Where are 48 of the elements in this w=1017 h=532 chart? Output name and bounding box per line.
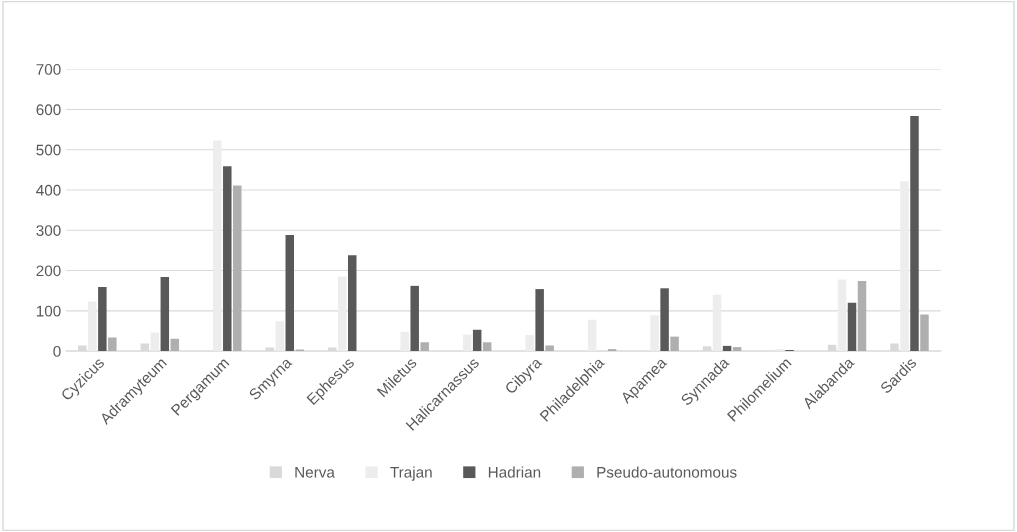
y-tick-label: 300 — [36, 225, 61, 236]
bar — [420, 342, 429, 352]
legend-label: Trajan — [390, 466, 432, 481]
bar — [347, 255, 357, 352]
bar — [462, 334, 472, 352]
bar — [837, 279, 847, 352]
bar — [223, 166, 232, 352]
bar — [535, 289, 544, 352]
bar — [587, 319, 597, 352]
bar — [285, 235, 295, 352]
y-tick-label: 200 — [36, 265, 61, 277]
bar — [900, 181, 909, 352]
bar — [722, 345, 732, 352]
bar — [337, 276, 347, 352]
bar — [410, 285, 419, 352]
bar — [920, 314, 929, 352]
bar — [712, 294, 722, 352]
bar — [233, 185, 242, 352]
bar — [213, 140, 222, 352]
bar — [847, 302, 857, 352]
bar — [525, 335, 534, 352]
y-tick-label: 700 — [36, 64, 61, 75]
y-tick-label: 500 — [36, 144, 61, 156]
bar — [857, 281, 867, 352]
bar — [910, 115, 919, 352]
bar — [607, 349, 617, 352]
legend-label: Nerva — [295, 467, 335, 478]
bar — [482, 342, 492, 352]
bar — [400, 331, 409, 352]
legend-label: Pseudo-autonomous — [597, 466, 737, 478]
bar — [170, 338, 180, 352]
bar — [732, 347, 742, 352]
bar — [670, 336, 679, 352]
bar — [150, 332, 160, 352]
y-tick-label: 400 — [36, 184, 61, 196]
y-tick-label: 100 — [36, 305, 61, 317]
bar — [88, 301, 97, 352]
y-tick-label: 600 — [36, 104, 61, 116]
bar — [160, 277, 170, 352]
bar — [650, 315, 659, 352]
bar — [98, 287, 107, 352]
legend-label: Hadrian — [488, 466, 541, 478]
bar — [472, 329, 482, 352]
y-tick-label: 0 — [53, 345, 61, 357]
bar — [108, 337, 117, 352]
bar — [275, 321, 285, 352]
bar — [660, 288, 669, 352]
bar — [545, 345, 554, 352]
